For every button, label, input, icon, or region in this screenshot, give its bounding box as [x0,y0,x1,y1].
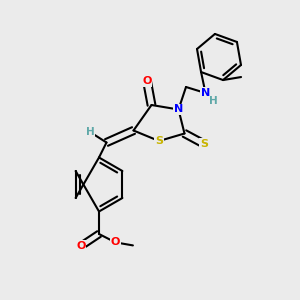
Text: S: S [155,136,163,146]
Text: H: H [208,96,217,106]
Text: N: N [201,88,210,98]
Text: O: O [142,76,152,86]
Text: H: H [85,127,94,137]
Text: N: N [174,104,183,115]
Text: O: O [111,237,120,248]
Text: S: S [200,139,208,149]
Text: O: O [76,241,86,251]
